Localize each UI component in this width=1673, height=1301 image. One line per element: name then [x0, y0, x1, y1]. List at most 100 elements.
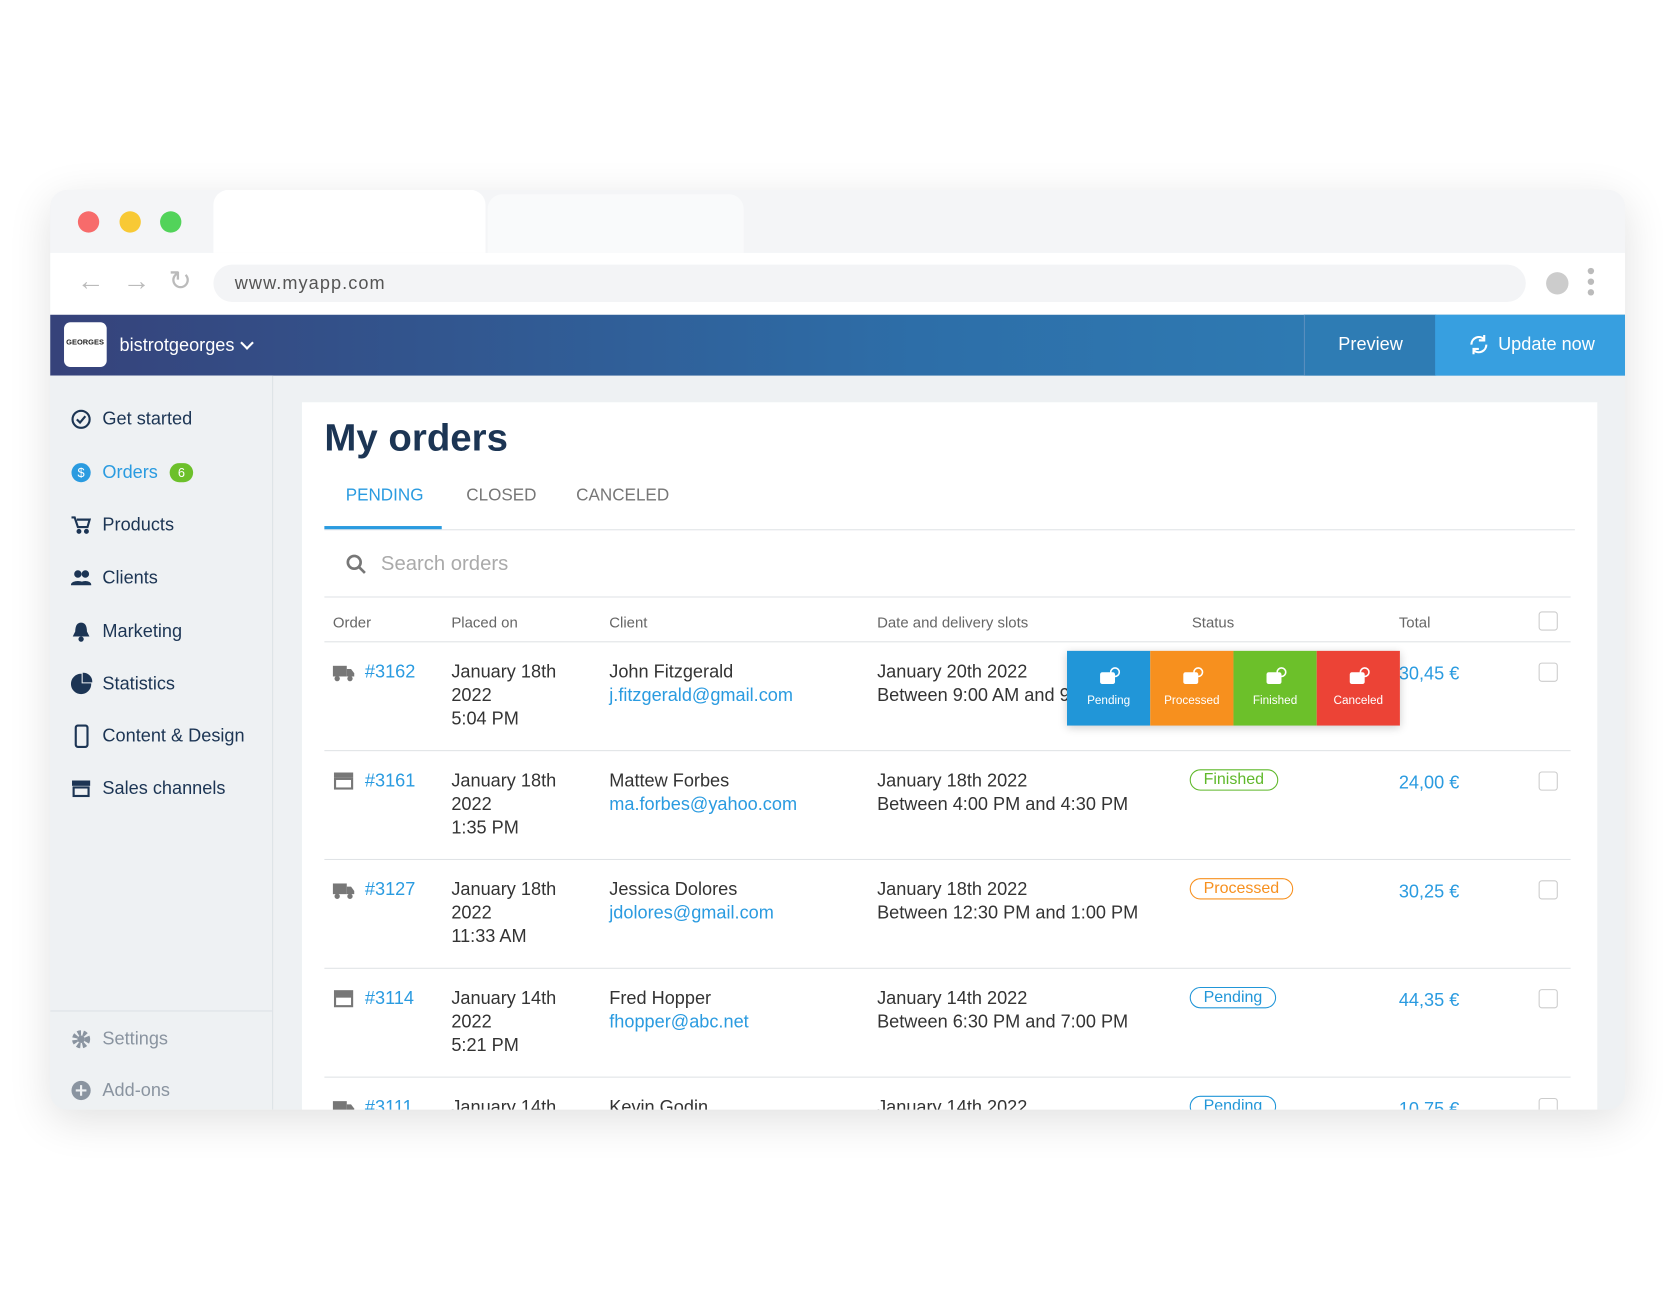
address-bar[interactable]	[213, 264, 1526, 302]
checkbox[interactable]	[1538, 771, 1558, 791]
status-option[interactable]: Canceled	[1316, 650, 1400, 726]
delivery-date: January 20th 2022	[877, 661, 1028, 682]
client-email[interactable]: j.fitzgerald@gmail.com	[609, 685, 793, 706]
status-option[interactable]: Finished	[1233, 650, 1317, 726]
delivery-date: January 14th 2022	[877, 1096, 1028, 1110]
divider	[324, 858, 1571, 861]
client-email[interactable]: jdolores@gmail.com	[609, 902, 774, 923]
icon-graphic	[71, 1080, 91, 1101]
icon-graphic	[71, 516, 92, 534]
status-option-label: Canceled	[1333, 694, 1384, 708]
delivery-icon	[331, 878, 357, 901]
placed-on: January 18th	[451, 770, 557, 791]
placed-on: 1:35 PM	[451, 817, 519, 838]
icon-graphic	[1470, 335, 1488, 355]
store-name[interactable]: bistrotgeorges	[119, 335, 235, 356]
search-input[interactable]: Search orders	[380, 552, 509, 576]
update-button[interactable]: Update now	[1435, 314, 1626, 376]
column-header: Order	[332, 613, 372, 631]
client-name: Fred Hopper	[609, 988, 712, 1009]
nav-item[interactable]: Statistics	[102, 673, 176, 694]
nav-item[interactable]: Products	[102, 514, 175, 535]
svg-text:$: $	[78, 465, 85, 480]
delivery-icon	[331, 987, 357, 1010]
client-name: Jessica Dolores	[609, 879, 738, 900]
nav-icon	[69, 620, 92, 643]
icon-graphic: $	[71, 463, 91, 483]
status-badge: Finished	[1189, 769, 1278, 791]
delivery-date: January 14th 2022	[877, 988, 1028, 1009]
tab[interactable]: PENDING	[345, 486, 424, 505]
tab[interactable]: CLOSED	[466, 486, 537, 505]
icon-graphic	[332, 883, 355, 899]
status-option-label: Pending	[1087, 694, 1131, 708]
divider	[324, 750, 1571, 752]
nav-item[interactable]: Sales channels	[102, 777, 226, 799]
nav-button[interactable]: ↻	[168, 264, 192, 297]
placed-on: January 14th	[451, 1096, 557, 1110]
profile-icon[interactable]	[1546, 272, 1569, 295]
icon-graphic	[72, 622, 90, 642]
logo-text: GEORGES	[66, 339, 104, 347]
preview-button[interactable]: Preview	[1303, 314, 1437, 376]
browser-tab	[213, 189, 486, 253]
url: www.myapp.com	[234, 273, 386, 294]
nav-item[interactable]: Orders	[102, 462, 158, 483]
client-name: Mattew Forbes	[609, 770, 730, 791]
order-total: 30,25 €	[1398, 881, 1460, 902]
placed-on: January 18th	[451, 661, 557, 682]
nav-icon	[69, 1028, 92, 1051]
client-email[interactable]: ma.forbes@yahoo.com	[609, 793, 798, 815]
orders-card: My orders PENDING CLOSED CANCELED Search ord…	[301, 402, 1598, 1110]
status-badge: Processed	[1189, 878, 1294, 900]
tab[interactable]: CANCELED	[576, 486, 670, 505]
checkbox[interactable]	[1538, 611, 1558, 631]
order-link[interactable]: #3111	[364, 1096, 413, 1110]
nav-badge: 6	[169, 463, 194, 483]
status-icon	[1097, 666, 1121, 689]
placed-on: 5:21 PM	[451, 1034, 519, 1056]
icon-graphic	[1183, 667, 1204, 684]
divider	[324, 641, 1571, 643]
status-option-label: Processed	[1164, 694, 1220, 708]
placed-on: 2022	[451, 793, 492, 815]
icon-graphic	[333, 990, 354, 1008]
window-dot	[160, 211, 182, 233]
order-total: 30,45 €	[1398, 663, 1460, 684]
nav-item[interactable]: Content & Design	[102, 725, 245, 746]
order-link[interactable]: #3127	[364, 879, 416, 900]
nav-item[interactable]: Settings	[102, 1028, 168, 1049]
page-title: My orders	[324, 415, 508, 459]
nav-item[interactable]: Add-ons	[102, 1079, 171, 1101]
status-icon	[1180, 666, 1204, 689]
nav-button[interactable]: ←	[76, 264, 105, 297]
delivery-icon	[331, 769, 357, 792]
icon-graphic	[1100, 667, 1121, 684]
checkbox[interactable]	[1538, 989, 1558, 1009]
nav-icon	[69, 724, 92, 748]
divider	[324, 967, 1571, 969]
delivery-icon	[331, 1096, 357, 1110]
preview-label: Preview	[1338, 333, 1403, 355]
nav-item[interactable]: Marketing	[102, 620, 183, 642]
window-dot	[77, 211, 100, 233]
nav-item[interactable]: Get started	[102, 408, 193, 429]
nav-item[interactable]: Clients	[102, 567, 158, 588]
order-link[interactable]: #3114	[364, 988, 415, 1009]
nav-button[interactable]: →	[122, 264, 151, 297]
checkbox[interactable]	[1538, 1097, 1558, 1110]
order-link[interactable]: #3162	[364, 661, 416, 682]
status-option[interactable]: Processed	[1150, 650, 1234, 726]
order-link[interactable]: #3161	[364, 770, 416, 791]
client-email[interactable]: fhopper@abc.net	[609, 1011, 749, 1032]
update-label: Update now	[1498, 333, 1595, 355]
nav-icon	[69, 777, 92, 800]
window-dot	[119, 211, 141, 233]
logo: GEORGES	[64, 322, 107, 368]
checkbox[interactable]	[1538, 880, 1558, 900]
checkbox[interactable]	[1538, 662, 1558, 682]
delivery-slot: Between 4:00 PM and 4:30 PM	[877, 793, 1129, 815]
icon-graphic	[1266, 667, 1287, 684]
status-option[interactable]: Pending	[1067, 650, 1151, 726]
